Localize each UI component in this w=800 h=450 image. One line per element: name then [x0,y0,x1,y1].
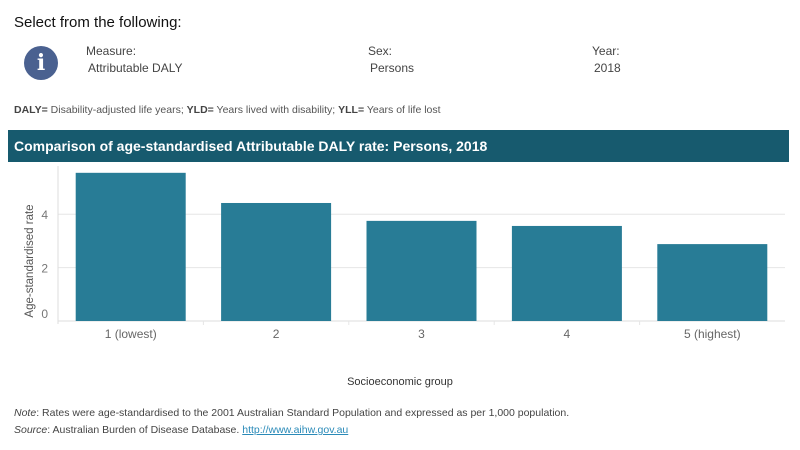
legend-term: YLL= [338,104,365,116]
y-tick-label: 4 [41,208,48,222]
y-tick-label: 0 [41,307,48,321]
info-icon[interactable]: i [24,46,58,80]
chart-title: Comparison of age-standardised Attributa… [8,130,789,162]
abbreviation-legend: DALY= Disability-adjusted life years; YL… [14,104,441,116]
sex-label: Sex: [368,44,393,58]
note-label: Note [14,407,37,419]
bar-chart: 0 2 4 Age-standardised rate 1 (lowest) 2 3 4 5 (… [24,166,785,341]
page-heading: Select from the following: [14,14,182,31]
measure-label: Measure: [86,44,137,58]
bar [221,202,332,321]
year-label: Year: [592,44,620,58]
legend-def: Years lived with disability; [213,104,339,116]
legend-def: Disability-adjusted life years; [47,104,187,116]
x-tick-label: 5 (highest) [684,327,741,341]
bar [657,244,768,321]
source: Source: Australian Burden of Disease Dat… [14,424,348,436]
bar [366,220,477,321]
y-axis-label: Age-standardised rate [24,204,36,317]
source-text: : Australian Burden of Disease Database. [47,424,243,436]
sex-value[interactable]: Persons [370,61,415,75]
note: Note: Rates were age-standardised to the… [14,407,569,419]
source-label: Source [14,424,48,436]
bar [511,225,622,321]
x-tick-label: 4 [564,327,571,341]
legend-term: YLD= [186,104,214,116]
year-value[interactable]: 2018 [594,61,621,75]
source-link[interactable]: http://www.aihw.gov.au [242,424,349,436]
bar [75,172,186,321]
legend-term: DALY= [14,104,48,116]
legend-def: Years of life lost [364,104,441,116]
y-tick-label: 2 [41,262,48,276]
x-tick-label: 3 [418,327,425,341]
x-tick-label: 1 (lowest) [105,327,157,341]
measure-value[interactable]: Attributable DALY [88,61,183,75]
note-text: : Rates were age-standardised to the 200… [36,407,570,419]
x-axis-label: Socioeconomic group [347,376,453,388]
x-tick-label: 2 [273,327,280,341]
